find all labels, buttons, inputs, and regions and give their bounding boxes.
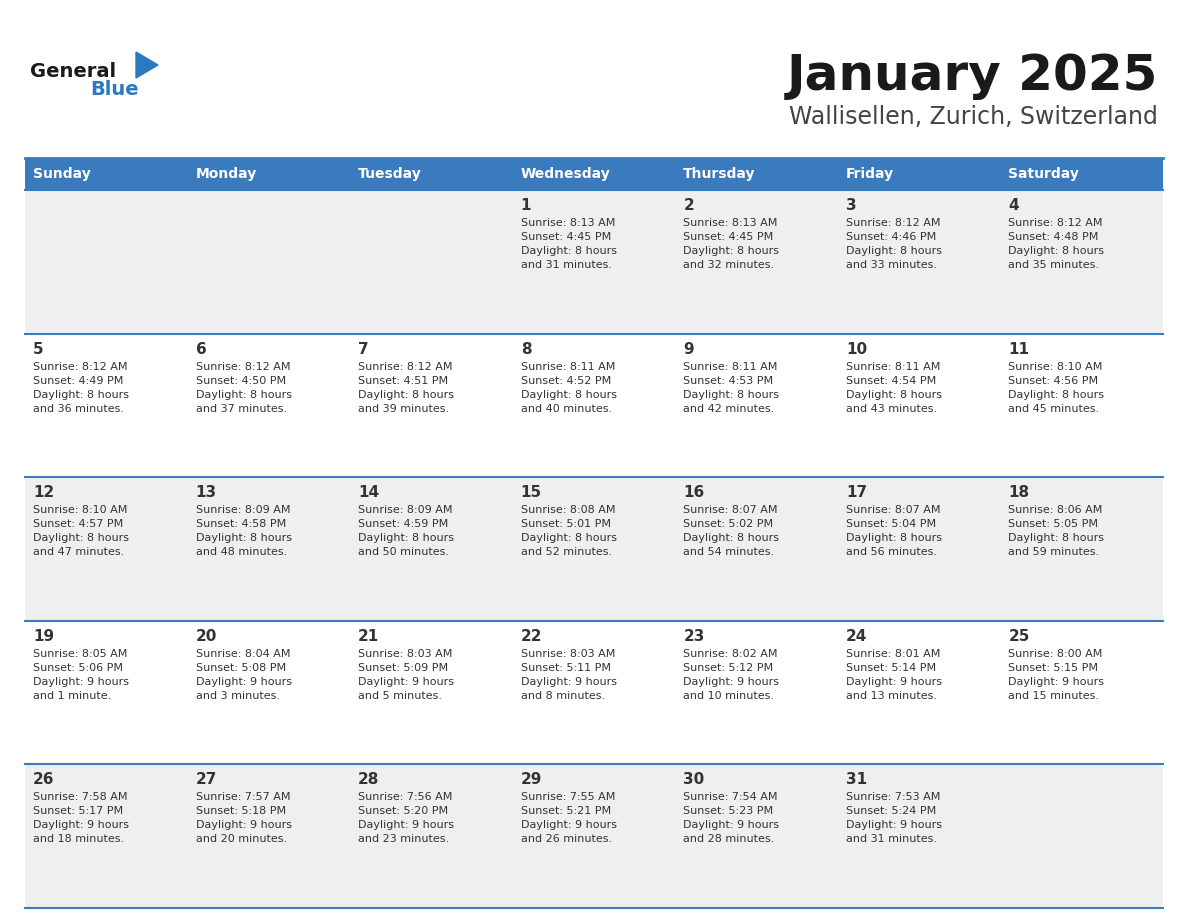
Text: Sunrise: 8:12 AM
Sunset: 4:49 PM
Daylight: 8 hours
and 36 minutes.: Sunrise: 8:12 AM Sunset: 4:49 PM Dayligh… bbox=[33, 362, 129, 414]
Text: 28: 28 bbox=[358, 772, 379, 788]
Bar bbox=[25, 333, 1163, 477]
Text: Sunrise: 8:10 AM
Sunset: 4:57 PM
Daylight: 8 hours
and 47 minutes.: Sunrise: 8:10 AM Sunset: 4:57 PM Dayligh… bbox=[33, 505, 129, 557]
Bar bbox=[188, 158, 350, 190]
Text: 3: 3 bbox=[846, 198, 857, 213]
Text: Sunrise: 8:12 AM
Sunset: 4:46 PM
Daylight: 8 hours
and 33 minutes.: Sunrise: 8:12 AM Sunset: 4:46 PM Dayligh… bbox=[846, 218, 942, 270]
Text: Thursday: Thursday bbox=[683, 167, 756, 181]
Bar bbox=[838, 158, 1000, 190]
Text: 17: 17 bbox=[846, 486, 867, 500]
Text: Sunrise: 8:02 AM
Sunset: 5:12 PM
Daylight: 9 hours
and 10 minutes.: Sunrise: 8:02 AM Sunset: 5:12 PM Dayligh… bbox=[683, 649, 779, 700]
Text: Saturday: Saturday bbox=[1009, 167, 1080, 181]
Text: 16: 16 bbox=[683, 486, 704, 500]
Text: 14: 14 bbox=[358, 486, 379, 500]
Text: January 2025: January 2025 bbox=[786, 52, 1158, 100]
Bar bbox=[1000, 158, 1163, 190]
Text: Sunrise: 8:12 AM
Sunset: 4:50 PM
Daylight: 8 hours
and 37 minutes.: Sunrise: 8:12 AM Sunset: 4:50 PM Dayligh… bbox=[196, 362, 291, 414]
Bar bbox=[25, 190, 1163, 333]
Text: 11: 11 bbox=[1009, 341, 1030, 356]
Text: 25: 25 bbox=[1009, 629, 1030, 644]
Bar bbox=[513, 158, 675, 190]
Text: Wallisellen, Zurich, Switzerland: Wallisellen, Zurich, Switzerland bbox=[789, 105, 1158, 129]
Text: Sunrise: 8:03 AM
Sunset: 5:09 PM
Daylight: 9 hours
and 5 minutes.: Sunrise: 8:03 AM Sunset: 5:09 PM Dayligh… bbox=[358, 649, 454, 700]
Text: Sunrise: 8:07 AM
Sunset: 5:04 PM
Daylight: 8 hours
and 56 minutes.: Sunrise: 8:07 AM Sunset: 5:04 PM Dayligh… bbox=[846, 505, 942, 557]
Text: 1: 1 bbox=[520, 198, 531, 213]
Text: 5: 5 bbox=[33, 341, 44, 356]
Text: Sunrise: 8:10 AM
Sunset: 4:56 PM
Daylight: 8 hours
and 45 minutes.: Sunrise: 8:10 AM Sunset: 4:56 PM Dayligh… bbox=[1009, 362, 1105, 414]
Bar bbox=[350, 158, 513, 190]
Text: Blue: Blue bbox=[90, 80, 139, 99]
Text: Sunday: Sunday bbox=[33, 167, 90, 181]
Polygon shape bbox=[135, 52, 158, 78]
Text: 30: 30 bbox=[683, 772, 704, 788]
Text: Sunrise: 8:09 AM
Sunset: 4:59 PM
Daylight: 8 hours
and 50 minutes.: Sunrise: 8:09 AM Sunset: 4:59 PM Dayligh… bbox=[358, 505, 454, 557]
Text: 22: 22 bbox=[520, 629, 542, 644]
Text: Tuesday: Tuesday bbox=[358, 167, 422, 181]
Text: 20: 20 bbox=[196, 629, 217, 644]
Text: Sunrise: 8:13 AM
Sunset: 4:45 PM
Daylight: 8 hours
and 31 minutes.: Sunrise: 8:13 AM Sunset: 4:45 PM Dayligh… bbox=[520, 218, 617, 270]
Text: 2: 2 bbox=[683, 198, 694, 213]
Text: Sunrise: 7:57 AM
Sunset: 5:18 PM
Daylight: 9 hours
and 20 minutes.: Sunrise: 7:57 AM Sunset: 5:18 PM Dayligh… bbox=[196, 792, 291, 845]
Text: General: General bbox=[30, 62, 116, 81]
Text: 18: 18 bbox=[1009, 486, 1030, 500]
Text: 19: 19 bbox=[33, 629, 55, 644]
Text: Monday: Monday bbox=[196, 167, 257, 181]
Text: 29: 29 bbox=[520, 772, 542, 788]
Text: Sunrise: 8:05 AM
Sunset: 5:06 PM
Daylight: 9 hours
and 1 minute.: Sunrise: 8:05 AM Sunset: 5:06 PM Dayligh… bbox=[33, 649, 129, 700]
Text: Sunrise: 8:11 AM
Sunset: 4:54 PM
Daylight: 8 hours
and 43 minutes.: Sunrise: 8:11 AM Sunset: 4:54 PM Dayligh… bbox=[846, 362, 942, 414]
Bar bbox=[675, 158, 838, 190]
Text: 21: 21 bbox=[358, 629, 379, 644]
Text: Sunrise: 8:08 AM
Sunset: 5:01 PM
Daylight: 8 hours
and 52 minutes.: Sunrise: 8:08 AM Sunset: 5:01 PM Dayligh… bbox=[520, 505, 617, 557]
Bar bbox=[25, 621, 1163, 765]
Text: Sunrise: 8:13 AM
Sunset: 4:45 PM
Daylight: 8 hours
and 32 minutes.: Sunrise: 8:13 AM Sunset: 4:45 PM Dayligh… bbox=[683, 218, 779, 270]
Text: Sunrise: 7:56 AM
Sunset: 5:20 PM
Daylight: 9 hours
and 23 minutes.: Sunrise: 7:56 AM Sunset: 5:20 PM Dayligh… bbox=[358, 792, 454, 845]
Text: Sunrise: 8:09 AM
Sunset: 4:58 PM
Daylight: 8 hours
and 48 minutes.: Sunrise: 8:09 AM Sunset: 4:58 PM Dayligh… bbox=[196, 505, 291, 557]
Text: 10: 10 bbox=[846, 341, 867, 356]
Text: Sunrise: 8:11 AM
Sunset: 4:52 PM
Daylight: 8 hours
and 40 minutes.: Sunrise: 8:11 AM Sunset: 4:52 PM Dayligh… bbox=[520, 362, 617, 414]
Text: Sunrise: 7:58 AM
Sunset: 5:17 PM
Daylight: 9 hours
and 18 minutes.: Sunrise: 7:58 AM Sunset: 5:17 PM Dayligh… bbox=[33, 792, 129, 845]
Text: 8: 8 bbox=[520, 341, 531, 356]
Text: Sunrise: 8:12 AM
Sunset: 4:51 PM
Daylight: 8 hours
and 39 minutes.: Sunrise: 8:12 AM Sunset: 4:51 PM Dayligh… bbox=[358, 362, 454, 414]
Text: 13: 13 bbox=[196, 486, 216, 500]
Text: Sunrise: 8:03 AM
Sunset: 5:11 PM
Daylight: 9 hours
and 8 minutes.: Sunrise: 8:03 AM Sunset: 5:11 PM Dayligh… bbox=[520, 649, 617, 700]
Text: Wednesday: Wednesday bbox=[520, 167, 611, 181]
Text: 31: 31 bbox=[846, 772, 867, 788]
Text: 7: 7 bbox=[358, 341, 368, 356]
Text: Sunrise: 8:06 AM
Sunset: 5:05 PM
Daylight: 8 hours
and 59 minutes.: Sunrise: 8:06 AM Sunset: 5:05 PM Dayligh… bbox=[1009, 505, 1105, 557]
Text: 24: 24 bbox=[846, 629, 867, 644]
Text: 15: 15 bbox=[520, 486, 542, 500]
Text: Sunrise: 8:04 AM
Sunset: 5:08 PM
Daylight: 9 hours
and 3 minutes.: Sunrise: 8:04 AM Sunset: 5:08 PM Dayligh… bbox=[196, 649, 291, 700]
Text: Sunrise: 7:55 AM
Sunset: 5:21 PM
Daylight: 9 hours
and 26 minutes.: Sunrise: 7:55 AM Sunset: 5:21 PM Dayligh… bbox=[520, 792, 617, 845]
Text: Sunrise: 8:00 AM
Sunset: 5:15 PM
Daylight: 9 hours
and 15 minutes.: Sunrise: 8:00 AM Sunset: 5:15 PM Dayligh… bbox=[1009, 649, 1105, 700]
Bar bbox=[25, 158, 188, 190]
Text: Sunrise: 8:12 AM
Sunset: 4:48 PM
Daylight: 8 hours
and 35 minutes.: Sunrise: 8:12 AM Sunset: 4:48 PM Dayligh… bbox=[1009, 218, 1105, 270]
Text: 6: 6 bbox=[196, 341, 207, 356]
Text: 4: 4 bbox=[1009, 198, 1019, 213]
Text: 9: 9 bbox=[683, 341, 694, 356]
Text: Sunrise: 8:01 AM
Sunset: 5:14 PM
Daylight: 9 hours
and 13 minutes.: Sunrise: 8:01 AM Sunset: 5:14 PM Dayligh… bbox=[846, 649, 942, 700]
Text: 23: 23 bbox=[683, 629, 704, 644]
Text: Sunrise: 7:54 AM
Sunset: 5:23 PM
Daylight: 9 hours
and 28 minutes.: Sunrise: 7:54 AM Sunset: 5:23 PM Dayligh… bbox=[683, 792, 779, 845]
Text: 26: 26 bbox=[33, 772, 55, 788]
Text: Sunrise: 8:07 AM
Sunset: 5:02 PM
Daylight: 8 hours
and 54 minutes.: Sunrise: 8:07 AM Sunset: 5:02 PM Dayligh… bbox=[683, 505, 779, 557]
Text: Sunrise: 8:11 AM
Sunset: 4:53 PM
Daylight: 8 hours
and 42 minutes.: Sunrise: 8:11 AM Sunset: 4:53 PM Dayligh… bbox=[683, 362, 779, 414]
Text: 27: 27 bbox=[196, 772, 217, 788]
Bar bbox=[25, 477, 1163, 621]
Text: Friday: Friday bbox=[846, 167, 895, 181]
Text: Sunrise: 7:53 AM
Sunset: 5:24 PM
Daylight: 9 hours
and 31 minutes.: Sunrise: 7:53 AM Sunset: 5:24 PM Dayligh… bbox=[846, 792, 942, 845]
Text: 12: 12 bbox=[33, 486, 55, 500]
Bar bbox=[25, 765, 1163, 908]
